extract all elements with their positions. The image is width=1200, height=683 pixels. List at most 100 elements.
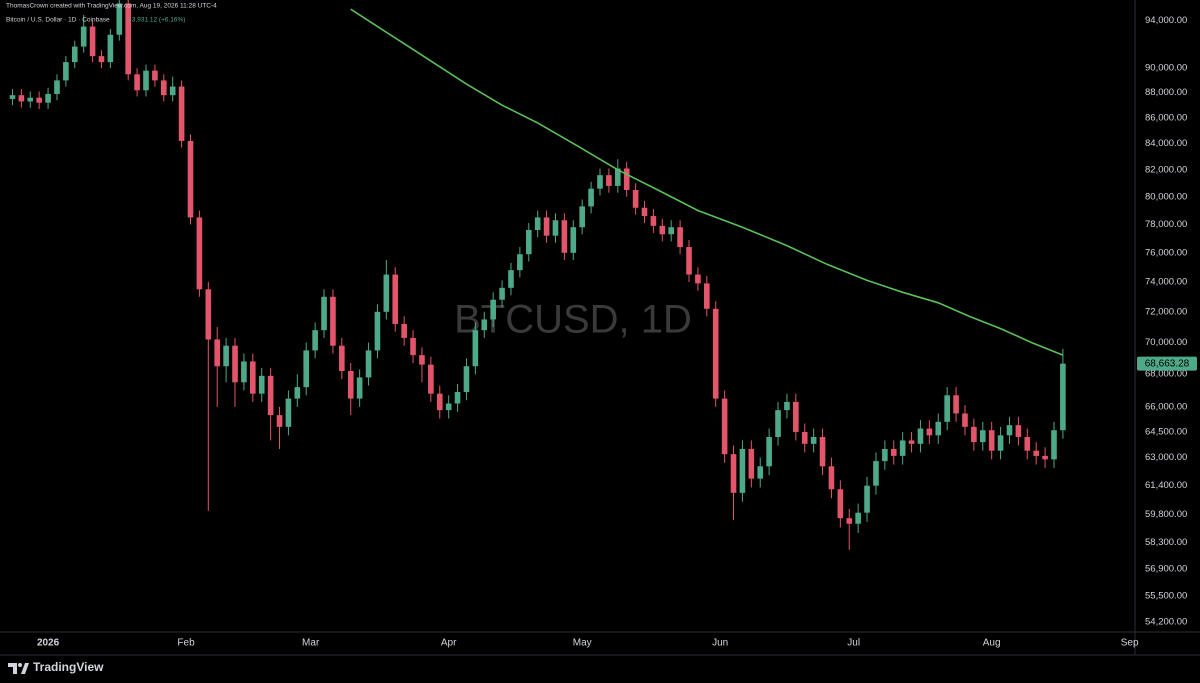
- candle-body: [748, 448, 755, 479]
- candle-body: [330, 296, 336, 346]
- candle-body: [454, 392, 461, 404]
- candle-body: [979, 430, 986, 443]
- candle-body: [721, 398, 728, 455]
- candle-body: [632, 189, 639, 208]
- candle-body: [445, 403, 452, 411]
- candle-body: [962, 413, 968, 427]
- candle-body: [392, 274, 399, 325]
- candle-body: [63, 62, 69, 81]
- y-tick-label: 68,000.00: [1145, 369, 1187, 380]
- candle-body: [517, 254, 523, 271]
- symbol-line: Bitcoin / U.S. Dollar · 1D · Coinbase: [6, 17, 110, 24]
- y-tick-label: 74,000.00: [1145, 276, 1187, 287]
- candle-body: [347, 371, 354, 399]
- y-tick-label: 54,200.00: [1145, 616, 1187, 627]
- candle-body: [971, 426, 977, 443]
- y-tick-label: 66,000.00: [1145, 401, 1187, 412]
- candle-body: [285, 398, 292, 427]
- candle-body: [819, 437, 826, 467]
- candle-body: [356, 377, 363, 399]
- candle-body: [525, 230, 532, 255]
- candle-body: [436, 393, 443, 411]
- candle-body: [214, 339, 221, 367]
- candle-body: [303, 350, 310, 388]
- candle-body: [801, 431, 808, 444]
- candle-body: [205, 289, 212, 340]
- candle-body: [579, 206, 585, 228]
- candle-body: [864, 485, 870, 513]
- candle-body: [988, 430, 995, 451]
- candle-body: [944, 395, 950, 422]
- candle-body: [98, 56, 105, 63]
- x-tick-label: Apr: [441, 638, 457, 649]
- y-tick-label: 64,500.00: [1145, 426, 1187, 437]
- candle-body: [882, 448, 888, 462]
- change: +3,931.12 (+6.16%): [128, 17, 185, 24]
- candle-body: [1033, 450, 1039, 456]
- brand: TradingView: [33, 660, 104, 674]
- candle-body: [855, 512, 861, 524]
- y-tick-label: 94,000.00: [1145, 15, 1187, 26]
- x-tick-label: Sep: [1121, 638, 1139, 649]
- price-label: 68,663.28: [1145, 358, 1190, 369]
- candle-body: [837, 489, 844, 519]
- candle-body: [810, 437, 817, 444]
- candle-body: [401, 324, 407, 338]
- candle-body: [54, 80, 60, 94]
- x-tick-label: Feb: [177, 638, 195, 649]
- candle-body: [187, 140, 194, 218]
- candle-body: [641, 207, 648, 217]
- candle-body: [775, 410, 781, 438]
- candle-body: [650, 216, 657, 226]
- candle-body: [339, 345, 345, 372]
- candle-body: [143, 70, 149, 91]
- x-tick-label: Jun: [712, 638, 728, 649]
- candle-body: [321, 296, 327, 331]
- candle-body: [374, 311, 381, 351]
- candle-body: [953, 395, 959, 414]
- candle-body: [152, 70, 158, 81]
- candle-body: [757, 466, 764, 479]
- y-tick-label: 72,000.00: [1145, 306, 1187, 317]
- candle-body: [419, 355, 425, 365]
- x-tick-label: 2026: [37, 638, 60, 649]
- y-tick-label: 80,000.00: [1145, 191, 1187, 202]
- candle-body: [71, 46, 78, 63]
- y-tick-label: 84,000.00: [1145, 138, 1187, 149]
- candle-body: [125, 3, 131, 75]
- candle-body: [846, 518, 853, 524]
- candle-body: [276, 415, 283, 427]
- y-tick-label: 58,300.00: [1145, 537, 1187, 548]
- candle-body: [908, 440, 915, 444]
- x-tick-label: Aug: [983, 638, 1001, 649]
- candle-body: [1051, 430, 1057, 460]
- candle-body: [686, 247, 692, 275]
- candle-body: [677, 227, 683, 248]
- candle-body: [1042, 455, 1048, 460]
- candle-body: [481, 319, 488, 331]
- candle-body: [89, 26, 96, 57]
- candle-body: [739, 448, 746, 493]
- candle-body: [241, 361, 247, 383]
- candle-body: [543, 217, 550, 236]
- candle-body: [1006, 425, 1013, 436]
- candle-body: [410, 337, 416, 356]
- candle-body: [178, 86, 185, 141]
- candle-body: [463, 366, 470, 393]
- candle-body: [490, 299, 496, 320]
- candle-body: [383, 274, 390, 312]
- candle-body: [695, 274, 701, 284]
- candle-body: [704, 283, 710, 309]
- candle-body: [267, 375, 274, 416]
- moving-average: [350, 8, 1064, 356]
- logo: [8, 663, 29, 674]
- x-tick-label: May: [573, 638, 592, 649]
- candle-body: [570, 227, 577, 253]
- candle-body: [27, 97, 34, 102]
- candle-body: [730, 454, 737, 493]
- candle-body: [899, 440, 906, 456]
- candle-body: [196, 217, 203, 290]
- candle-body: [134, 74, 140, 91]
